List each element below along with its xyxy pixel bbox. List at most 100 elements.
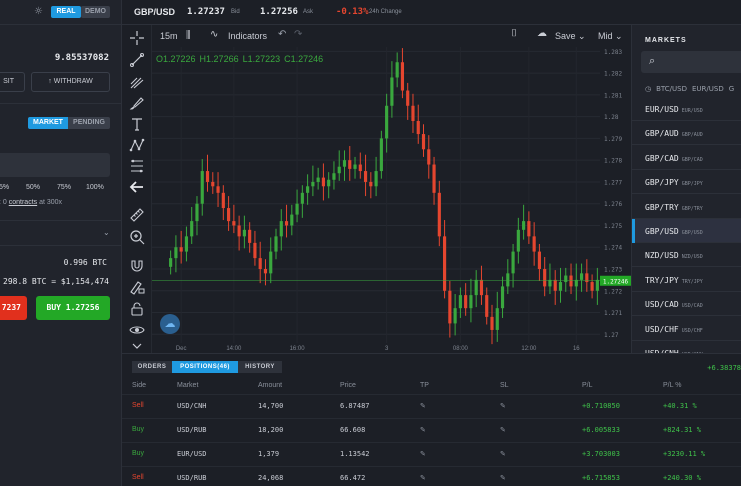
drawing-toolbar (122, 25, 152, 353)
market-row[interactable]: EUR/USD EUR/USD (632, 97, 741, 121)
crosshair-icon[interactable] (129, 30, 145, 46)
indicators-icon[interactable]: ∿ (210, 29, 219, 40)
candle-body (406, 90, 410, 106)
tab-history[interactable]: HISTORY (238, 361, 282, 373)
chevron-down-icon[interactable] (129, 338, 145, 354)
contracts-link[interactable]: contracts (8, 199, 38, 206)
chevron-down-icon[interactable]: ⌄ (103, 228, 110, 237)
y-tick-label: 1.283 (604, 49, 622, 56)
tab-market[interactable]: MARKET (28, 117, 68, 129)
recent-icon[interactable]: ◷ (645, 85, 652, 93)
market-row[interactable]: TRY/JPY TRY/JPY (632, 268, 741, 292)
arrow-left-icon[interactable] (129, 179, 145, 195)
filter-btc-usd[interactable]: BTC/USD (656, 85, 687, 93)
percent-option-75[interactable]: 75% (57, 184, 72, 191)
ohlc-open: O1.27226 (156, 54, 196, 64)
camera-icon[interactable]: ⌷ (511, 28, 517, 39)
filter-eur-usd[interactable]: EUR/USD (691, 85, 724, 93)
cell-price: 66.608 (340, 426, 366, 434)
y-tick-label: 1.278 (604, 158, 622, 165)
markets-search-input[interactable]: ⌕ (641, 51, 741, 73)
candle-body (363, 171, 368, 182)
draw-lock-icon[interactable] (129, 279, 145, 295)
markets-panel: MARKETS ⌕ ◷ BTC/USD EUR/USD G EUR/USD EUR/US… (631, 25, 741, 365)
column-header[interactable]: SL (500, 382, 509, 389)
chart-canvas[interactable]: 1.283 1.282 1.281 1.28 1.279 1.278 1.277 1.276 1… (152, 25, 631, 353)
withdraw-button[interactable]: ↑ WITHDRAW (31, 72, 110, 92)
table-row[interactable]: Sell USD/RUB 24,068 66.472 ✎ ✎ +6.715853 +240.3… (122, 466, 741, 486)
market-row[interactable]: GBP/AUD GBP/AUD (632, 121, 741, 146)
tab-orders[interactable]: ORDERS (132, 361, 172, 373)
edit-tp-icon[interactable]: ✎ (420, 450, 426, 458)
column-header[interactable]: Side (132, 382, 147, 389)
column-header[interactable]: P/L % (663, 382, 682, 389)
edit-sl-icon[interactable]: ✎ (500, 402, 506, 410)
market-row[interactable]: USD/CHF USD/CHF (632, 317, 741, 341)
price-chart[interactable]: 1.283 1.282 1.281 1.28 1.279 1.278 1.277 1.276 1… (152, 25, 631, 353)
table-row[interactable]: Buy USD/RUB 18,200 66.608 ✎ ✎ +6.005833 +824.31… (122, 418, 741, 440)
real-mode-button[interactable]: REAL (51, 6, 81, 18)
edit-sl-icon[interactable]: ✎ (500, 474, 506, 482)
zoom-in-icon[interactable] (129, 229, 145, 245)
tab-pending[interactable]: PENDING (68, 117, 110, 129)
edit-sl-icon[interactable]: ✎ (500, 450, 506, 458)
table-row[interactable]: Sell USD/CNH 14,700 6.87487 ✎ ✎ +0.710850 +40.3… (122, 394, 741, 416)
price-type-selector[interactable]: Mid ⌄ (598, 31, 623, 41)
save-button[interactable]: Save ⌄ (555, 31, 586, 41)
ruler-icon[interactable] (129, 207, 145, 223)
market-row[interactable]: GBP/JPY GBP/JPY (632, 170, 741, 195)
edit-tp-icon[interactable]: ✎ (420, 426, 426, 434)
line-icon[interactable] (129, 52, 145, 68)
sell-button[interactable]: 7237 (0, 296, 27, 320)
fib-icon[interactable] (129, 158, 145, 174)
edit-sl-icon[interactable]: ✎ (500, 426, 506, 434)
market-row[interactable]: GBP/CAD GBP/CAD (632, 146, 741, 170)
percent-option-50[interactable]: 50% (26, 184, 41, 191)
column-header[interactable]: Price (340, 382, 356, 389)
pattern-icon[interactable] (129, 137, 145, 153)
candle-body (174, 247, 178, 259)
price-header: GBP/USD 1.27237 Bid 1.27256 Ask -0.13% 2… (122, 0, 741, 25)
logo-watermark-icon: ☁ (160, 314, 180, 334)
ask-label: Ask (303, 9, 314, 15)
column-header[interactable]: Market (177, 382, 199, 389)
edit-tp-icon[interactable]: ✎ (420, 402, 426, 410)
sun-icon[interactable]: ☼ (34, 6, 43, 17)
market-row[interactable]: GBP/USD GBP/USD (632, 219, 741, 243)
eye-icon[interactable] (129, 322, 145, 338)
column-header[interactable]: TP (420, 382, 429, 389)
market-row[interactable]: USD/CAD USD/CAD (632, 292, 741, 317)
text-icon[interactable] (129, 116, 145, 132)
cell-pl: +3.703003 (582, 450, 620, 458)
market-row[interactable]: GBP/TRY GBP/TRY (632, 195, 741, 219)
demo-mode-button[interactable]: DEMO (81, 6, 110, 18)
undo-icon[interactable]: ↶ (278, 29, 287, 40)
amount-input[interactable] (0, 153, 110, 177)
percent-option-5[interactable]: 5% (0, 184, 10, 191)
market-symbol: GBP/CAD GBP/CAD (645, 153, 703, 163)
filter-more[interactable]: G (728, 85, 735, 93)
deposit-button[interactable]: SIT (0, 72, 25, 92)
column-header[interactable]: P/L (582, 382, 593, 389)
timeframe-selector[interactable]: 15m (160, 31, 178, 41)
cell-side: Sell (132, 474, 144, 481)
tab-positions[interactable]: POSITIONS(46) (172, 361, 238, 373)
y-tick-label: 1.279 (604, 136, 622, 143)
market-row[interactable]: NZD/USD NZD/USD (632, 243, 741, 268)
percent-option-100[interactable]: 100% (86, 184, 104, 191)
search-icon: ⌕ (649, 54, 656, 67)
candles-icon[interactable]: ⫼ (186, 30, 191, 41)
brush-icon[interactable] (129, 95, 145, 111)
cloud-icon[interactable]: ☁ (537, 28, 547, 39)
column-header[interactable]: Amount (258, 382, 283, 389)
magnet-icon[interactable] (129, 258, 145, 274)
buy-button[interactable]: BUY 1.27256 (36, 296, 110, 320)
indicators-button[interactable]: Indicators (228, 31, 268, 41)
lock-icon[interactable] (129, 301, 145, 317)
candle-body (327, 179, 331, 187)
candle-body (353, 164, 357, 169)
edit-tp-icon[interactable]: ✎ (420, 474, 426, 482)
pair-symbol[interactable]: GBP/USD (134, 7, 176, 17)
table-row[interactable]: Buy EUR/USD 1,379 1.13542 ✎ ✎ +3.703003 +3230.1… (122, 442, 741, 464)
pitchfork-icon[interactable] (129, 74, 145, 90)
